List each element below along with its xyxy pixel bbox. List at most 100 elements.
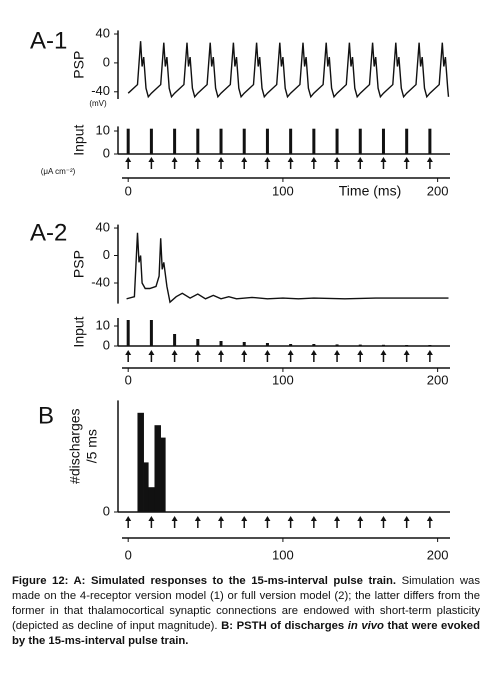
caption-b-end: that were evoked by the 15-ms-interval p… xyxy=(12,620,480,647)
pulse-arrow-head xyxy=(380,516,387,521)
pulse-arrow-head xyxy=(334,516,341,521)
x-tick-label: 200 xyxy=(427,547,449,562)
input-pulse xyxy=(381,128,385,154)
pulse-arrow-head xyxy=(380,157,387,162)
unit-label: (mV) xyxy=(89,99,107,108)
y-tick-label: 10 xyxy=(96,317,110,332)
input-pulse xyxy=(358,344,362,346)
pulse-arrow-head xyxy=(287,516,294,521)
input-pulse xyxy=(428,128,432,154)
caption: Figure 12: A: Simulated responses to the… xyxy=(12,574,480,649)
y-tick-label: 10 xyxy=(96,122,110,137)
input-pulse xyxy=(335,128,339,154)
pulse-arrow-head xyxy=(194,350,201,355)
y-tick-label: 0 xyxy=(103,337,110,352)
input-pulse xyxy=(312,128,316,154)
y-tick-label: 0 xyxy=(103,503,110,518)
x-tick-label: 0 xyxy=(125,183,132,198)
pulse-arrow-head xyxy=(148,350,155,355)
input-pulse xyxy=(242,342,246,346)
pulse-arrow-head xyxy=(334,157,341,162)
pulse-arrow-head xyxy=(334,350,341,355)
pulse-arrow-head xyxy=(287,157,294,162)
caption-italic: in vivo xyxy=(347,620,384,632)
input-pulse xyxy=(196,128,200,154)
pulse-arrow-head xyxy=(264,157,271,162)
x-tick-label: 100 xyxy=(272,547,294,562)
y-tick-label: -40 xyxy=(91,83,110,98)
panel-label: A-2 xyxy=(30,219,67,246)
pulse-arrow-head xyxy=(426,516,433,521)
pulse-arrow-head xyxy=(310,516,317,521)
input-pulse xyxy=(265,343,269,346)
input-pulse xyxy=(405,345,409,346)
pulse-arrow-head xyxy=(264,350,271,355)
pulse-arrow-head xyxy=(171,157,178,162)
x-tick-label: 0 xyxy=(125,372,132,387)
y-tick-label: 40 xyxy=(96,25,110,40)
y-axis-label: PSP xyxy=(71,51,87,79)
pulse-arrow-head xyxy=(125,516,132,521)
pulse-arrow-head xyxy=(218,516,225,521)
y-axis-label: #discharges xyxy=(67,408,83,484)
pulse-arrow-head xyxy=(171,516,178,521)
histogram-bar xyxy=(137,412,144,512)
input-pulse xyxy=(173,128,177,154)
caption-title: Figure 12: A: Simulated responses to the… xyxy=(12,575,397,587)
histogram-bar xyxy=(148,487,155,512)
pulse-arrow-head xyxy=(194,516,201,521)
y-tick-label: 0 xyxy=(103,247,110,262)
caption-text: Simulation was made on the 4-receptor ve… xyxy=(12,575,480,632)
input-pulse xyxy=(428,345,432,346)
input-pulse xyxy=(149,128,153,154)
pulse-arrow-head xyxy=(218,157,225,162)
pulse-arrow-head xyxy=(171,350,178,355)
y-axis-label: PSP xyxy=(71,250,87,278)
input-pulse xyxy=(358,128,362,154)
pulse-arrow-head xyxy=(426,350,433,355)
x-tick-label: 200 xyxy=(427,183,449,198)
pulse-arrow-head xyxy=(287,350,294,355)
pulse-arrow-head xyxy=(310,350,317,355)
pulse-arrow-head xyxy=(148,157,155,162)
y-tick-label: -40 xyxy=(91,274,110,289)
input-pulse xyxy=(265,128,269,154)
pulse-arrow-head xyxy=(241,350,248,355)
input-pulse xyxy=(149,320,153,346)
pulse-arrow-head xyxy=(310,157,317,162)
psp-trace xyxy=(126,232,449,304)
pulse-arrow-head xyxy=(125,350,132,355)
pulse-arrow-head xyxy=(148,516,155,521)
histogram-bar xyxy=(143,462,149,512)
y-axis-label: Input xyxy=(71,316,87,347)
psp-trace xyxy=(127,41,450,99)
x-tick-label: 200 xyxy=(427,372,449,387)
pulse-arrow-head xyxy=(357,516,364,521)
panel-label: B xyxy=(38,402,54,429)
input-pulse xyxy=(196,339,200,346)
input-pulse xyxy=(173,334,177,346)
input-pulse xyxy=(405,128,409,154)
x-tick-label: 100 xyxy=(272,183,294,198)
pulse-arrow-head xyxy=(426,157,433,162)
pulse-arrow-head xyxy=(403,516,410,521)
pulse-arrow-head xyxy=(403,157,410,162)
pulse-arrow-head xyxy=(125,157,132,162)
pulse-arrow-head xyxy=(218,350,225,355)
y-tick-label: 0 xyxy=(103,145,110,160)
y-tick-label: 0 xyxy=(103,54,110,69)
panel-label: A-1 xyxy=(30,27,67,54)
x-tick-label: 100 xyxy=(272,372,294,387)
pulse-arrow-head xyxy=(241,157,248,162)
input-pulse xyxy=(289,344,293,346)
input-pulse xyxy=(219,128,223,154)
pulse-arrow-head xyxy=(380,350,387,355)
input-pulse xyxy=(126,128,130,154)
input-pulse xyxy=(126,320,130,346)
pulse-arrow-head xyxy=(264,516,271,521)
input-pulse xyxy=(381,344,385,346)
input-pulse xyxy=(335,344,339,346)
input-pulse xyxy=(289,128,293,154)
y-tick-label: 40 xyxy=(96,219,110,234)
